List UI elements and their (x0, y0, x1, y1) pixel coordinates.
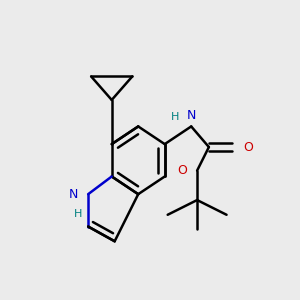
Text: N: N (187, 109, 196, 122)
Text: H: H (74, 209, 82, 219)
Text: H: H (171, 112, 179, 122)
Text: O: O (177, 164, 187, 177)
Text: N: N (68, 188, 78, 201)
Text: O: O (243, 141, 253, 154)
